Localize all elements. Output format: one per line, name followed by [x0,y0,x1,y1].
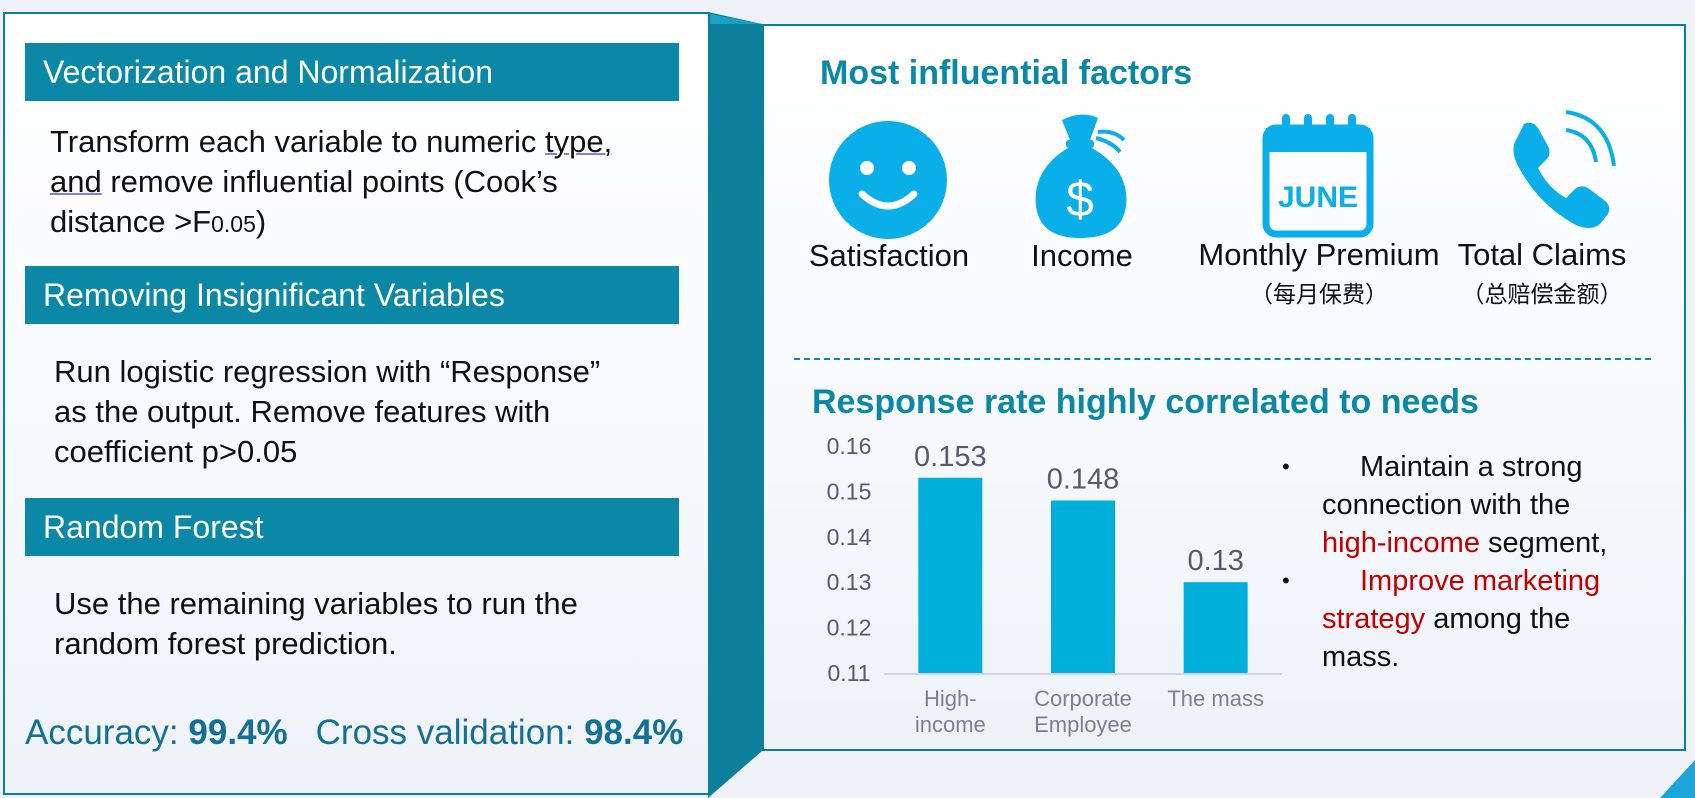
x-tick-label: Corporate [1034,686,1132,711]
section-header-random-forest: Random Forest [25,498,679,556]
factor-monthly-premium: Monthly Premium （每月保费） [1144,237,1494,309]
smiley-icon [829,121,947,239]
recommendations: • Maintain a strong connection with the … [1282,448,1664,676]
phone-icon [1513,110,1616,228]
calendar-icon: JUNE [1262,114,1374,238]
y-tick-label: 0.14 [827,524,872,550]
section-title: Vectorization and Normalization [43,54,494,90]
bullet-glyph: • [1282,568,1290,593]
factor-sublabel: （每月保费） [1250,281,1388,307]
frame-top-face [700,12,762,24]
response-rate-chart: 0.16 0.15 0.14 0.13 0.12 0.11 0.153 High-income… [827,433,1282,737]
frame-side-face [708,12,762,798]
y-tick-label: 0.12 [827,615,872,641]
section-header-vectorization: Vectorization and Normalization [25,43,679,101]
x-tick-label: Employee [1034,712,1132,737]
factor-label: Satisfaction [808,238,970,273]
factor-label: Total Claims [1457,237,1627,272]
x-tick-label: The mass [1167,686,1264,711]
factor-label: Income [1031,238,1133,273]
y-tick-label: 0.11 [827,660,870,686]
section-title: Random Forest [43,509,264,545]
bar [1183,582,1248,673]
y-tick-label: 0.15 [827,478,872,504]
calendar-month-text: JUNE [1278,181,1358,214]
data-label: 0.13 [1187,545,1243,577]
accuracy-label: Accuracy: [25,713,189,752]
bar [918,477,983,673]
bullet-item: • Maintain a strong connection with the … [1282,448,1664,562]
factor-income: Income [932,238,1232,274]
insights-panel: Most influential factors $ JUNE Satisfac… [762,24,1686,751]
factor-label: Monthly Premium [1198,237,1440,272]
bar [1051,500,1115,673]
cv-value: 98.4% [584,713,684,752]
factor-sublabel: （总赔偿金额） [1461,281,1623,307]
response-title: Response rate highly correlated to needs [812,383,1479,421]
section-body-random-forest: Use the remaining variables to run the r… [54,586,578,661]
bullet-item: • Improve marketing strategy among the m… [1282,562,1664,676]
section-body-removing: Run logistic regression with “Response” … [54,354,601,469]
cv-label: Cross validation: [315,713,585,752]
data-label: 0.148 [1047,463,1120,495]
x-tick-label: income [915,712,986,737]
factor-satisfaction: Satisfaction [739,238,1039,274]
money-bag-icon: $ [1035,114,1127,238]
model-metrics: Accuracy: 99.4% Cross validation: 98.4% [25,713,683,753]
factors-title: Most influential factors [820,54,1193,92]
y-tick-label: 0.16 [827,433,872,459]
method-panel: Vectorization and Normalization Transfor… [3,12,710,795]
section-title: Removing Insignificant Variables [43,277,505,313]
bullet-glyph: • [1282,454,1290,479]
money-bag-symbol: $ [1066,171,1094,227]
section-body-vectorization: Transform each variable to numeric type,… [50,124,613,239]
corner-accent [1660,760,1695,798]
factor-total-claims: Total Claims （总赔偿金额） [1392,237,1692,309]
x-tick-label: High- [924,686,977,711]
section-header-removing: Removing Insignificant Variables [25,266,679,324]
section-divider [794,358,1651,360]
y-tick-label: 0.13 [827,569,872,595]
data-label: 0.153 [914,441,987,473]
accuracy-value: 99.4% [188,713,288,752]
